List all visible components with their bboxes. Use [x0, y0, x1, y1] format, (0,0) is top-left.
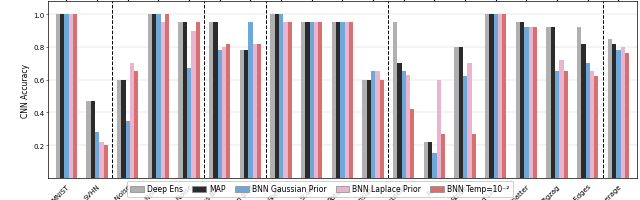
Bar	[454, 48, 459, 178]
Bar	[56, 15, 60, 178]
Bar	[362, 80, 367, 178]
Bar	[581, 44, 586, 178]
Bar	[152, 15, 156, 178]
Bar	[367, 80, 371, 178]
Bar	[156, 15, 161, 178]
Bar	[397, 64, 401, 178]
Bar	[257, 44, 261, 178]
Bar	[612, 44, 616, 178]
Bar	[432, 154, 436, 178]
Bar	[344, 23, 349, 178]
Bar	[179, 23, 182, 178]
Bar	[244, 51, 248, 178]
Bar	[161, 23, 165, 178]
Bar	[493, 15, 498, 178]
Bar	[550, 28, 555, 178]
Bar	[520, 23, 524, 178]
Bar	[226, 44, 230, 178]
Bar	[616, 51, 621, 178]
Bar	[533, 28, 537, 178]
Bar	[502, 15, 506, 178]
Bar	[559, 61, 563, 178]
Bar	[547, 28, 550, 178]
Bar	[441, 134, 445, 178]
Bar	[310, 23, 314, 178]
Bar	[594, 77, 598, 178]
Bar	[490, 15, 493, 178]
Bar	[485, 15, 490, 178]
Bar	[99, 142, 104, 178]
Bar	[195, 23, 200, 178]
Bar	[191, 31, 195, 178]
Y-axis label: CNN Accuracy: CNN Accuracy	[22, 63, 31, 117]
Bar	[165, 15, 169, 178]
Bar	[239, 51, 244, 178]
Bar	[436, 80, 441, 178]
Bar	[529, 28, 533, 178]
Bar	[213, 23, 218, 178]
Bar	[424, 142, 428, 178]
Bar	[463, 77, 467, 178]
Bar	[498, 15, 502, 178]
Bar	[459, 48, 463, 178]
Bar	[349, 23, 353, 178]
Bar	[182, 23, 187, 178]
Bar	[86, 101, 91, 178]
Bar	[586, 64, 590, 178]
Bar	[253, 44, 257, 178]
Bar	[104, 145, 108, 178]
Bar	[563, 72, 568, 178]
Bar	[148, 15, 152, 178]
Bar	[305, 23, 310, 178]
Bar	[380, 80, 384, 178]
Bar	[130, 64, 134, 178]
Bar	[270, 15, 275, 178]
Bar	[340, 23, 344, 178]
Bar	[428, 142, 432, 178]
Bar	[117, 80, 122, 178]
Bar	[393, 23, 397, 178]
Bar	[122, 80, 125, 178]
Bar	[68, 15, 73, 178]
Bar	[91, 101, 95, 178]
Bar	[209, 23, 213, 178]
Bar	[222, 48, 226, 178]
Bar	[248, 23, 253, 178]
Bar	[275, 15, 279, 178]
Bar	[187, 69, 191, 178]
Bar	[73, 15, 77, 178]
Bar	[125, 121, 130, 178]
Bar	[279, 15, 284, 178]
Bar	[467, 64, 472, 178]
Bar	[516, 23, 520, 178]
Bar	[590, 72, 594, 178]
Bar	[410, 110, 415, 178]
Bar	[314, 23, 318, 178]
Bar	[406, 75, 410, 178]
Bar	[287, 23, 292, 178]
Bar	[371, 72, 375, 178]
Bar	[95, 132, 99, 178]
Bar	[134, 72, 138, 178]
Bar	[332, 23, 336, 178]
Bar	[218, 51, 222, 178]
Bar	[301, 23, 305, 178]
Bar	[555, 72, 559, 178]
Bar	[375, 72, 380, 178]
Legend: Deep Ens, MAP, BNN Gaussian Prior, BNN Laplace Prior, BNN Temp=10⁻²: Deep Ens, MAP, BNN Gaussian Prior, BNN L…	[127, 181, 513, 197]
Bar	[64, 15, 68, 178]
Bar	[621, 48, 625, 178]
Bar	[607, 40, 612, 178]
Bar	[336, 23, 340, 178]
Bar	[625, 54, 629, 178]
Bar	[524, 28, 529, 178]
Bar	[577, 28, 581, 178]
Bar	[284, 23, 287, 178]
Bar	[401, 72, 406, 178]
Bar	[472, 134, 476, 178]
Bar	[60, 15, 64, 178]
Bar	[318, 23, 323, 178]
